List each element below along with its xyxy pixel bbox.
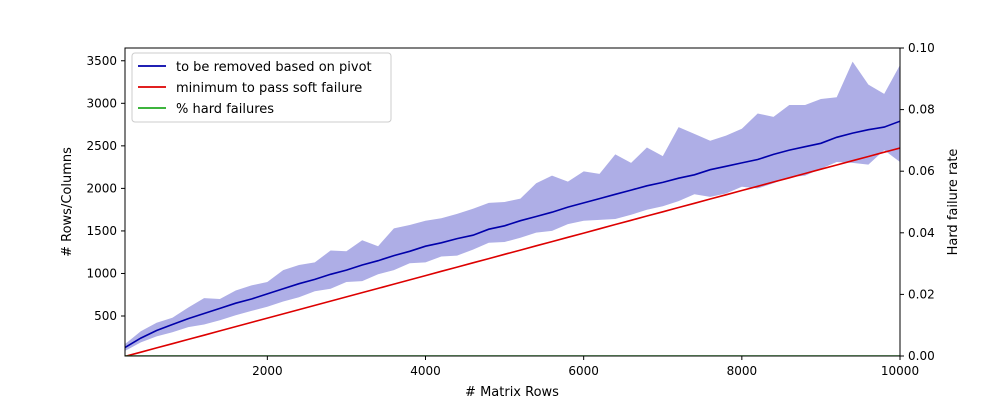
y2-tick-label: 0.04 — [908, 226, 935, 240]
legend-label-soft-failure: minimum to pass soft failure — [176, 81, 362, 96]
series-line-1 — [125, 147, 900, 356]
axes: 2000 4000 6000 8000 10000 500 1000 1500 2000 2500… — [86, 41, 934, 378]
y-tick-label: 2000 — [86, 181, 117, 195]
x-tick-label: 4000 — [410, 364, 441, 378]
plot-frame — [124, 47, 901, 357]
y-tick-label: 3500 — [86, 54, 117, 68]
y-tick-label: 500 — [94, 309, 117, 323]
y-tick-label: 1500 — [86, 224, 117, 238]
y2-axis-label: Hard failure rate — [946, 149, 961, 256]
x-axis-label: # Matrix Rows — [465, 385, 559, 400]
x-tick-label: 10000 — [881, 364, 919, 378]
y-tick-label: 1000 — [86, 266, 117, 280]
legend: to be removed based on pivot minimum to … — [131, 52, 392, 123]
x-tick-label: 8000 — [727, 364, 758, 378]
legend-box — [131, 52, 392, 123]
y-tick-label: 2500 — [86, 139, 117, 153]
legend-label-pivot: to be removed based on pivot — [176, 60, 372, 75]
x-tick-label: 6000 — [568, 364, 599, 378]
plot-area — [125, 61, 900, 356]
legend-label-hard-failures: % hard failures — [176, 102, 274, 117]
y-axis-label: # Rows/Columns — [60, 147, 75, 257]
y2-tick-label: 0.02 — [908, 287, 935, 301]
y2-tick-label: 0.08 — [908, 103, 935, 117]
x-tick-label: 2000 — [252, 364, 283, 378]
y2-tick-label: 0.00 — [908, 349, 935, 363]
series-line-0 — [125, 120, 900, 349]
y-tick-label: 3000 — [86, 96, 117, 110]
y2-tick-label: 0.10 — [908, 41, 935, 55]
y2-tick-label: 0.06 — [908, 164, 935, 178]
